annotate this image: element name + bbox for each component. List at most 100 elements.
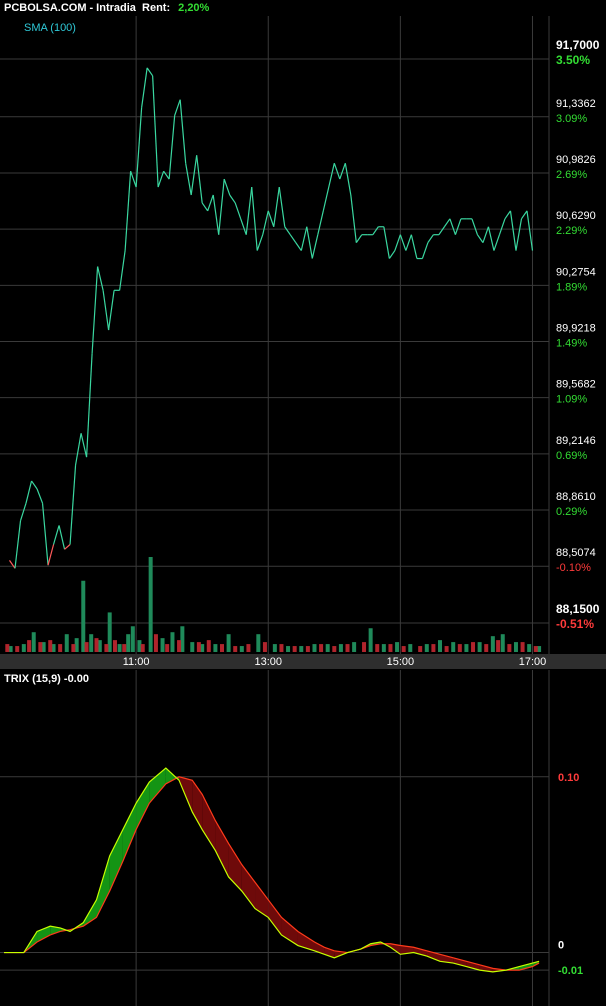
price-axis-label: 88,1500: [556, 602, 600, 616]
volume-bar-up: [97, 640, 102, 652]
price-line-segment: [339, 163, 346, 180]
price-line-segment: [317, 210, 324, 235]
volume-bar-up: [381, 644, 386, 652]
trix-fill-up: [149, 768, 166, 804]
price-line-segment: [410, 234, 418, 259]
price-axis-label: 88,8610: [556, 491, 596, 503]
price-line-segment: [119, 250, 126, 291]
price-line-segment: [234, 202, 242, 220]
price-line-segment: [509, 210, 517, 251]
price-line-segment: [85, 353, 93, 458]
price-line-segment: [344, 163, 352, 196]
trix-fill-down: [453, 957, 467, 967]
price-axis-pct: 2.29%: [556, 225, 587, 237]
volume-bar-up: [490, 636, 495, 652]
volume-bar-down: [177, 640, 182, 652]
price-line-segment: [372, 226, 379, 236]
volume-bar-up: [126, 634, 131, 652]
price-line-segment: [240, 218, 247, 235]
trix-fill-down: [324, 947, 335, 958]
volume-bar-up: [239, 646, 244, 652]
volume-bar-up: [368, 628, 373, 652]
volume-bar-up: [51, 644, 56, 652]
price-line-segment: [218, 179, 225, 235]
site-name: PCBOLSA.COM: [4, 2, 87, 14]
price-line-segment: [52, 525, 60, 545]
price-line-segment: [141, 67, 148, 108]
price-line-segment: [47, 544, 55, 566]
volume-bar-up: [424, 644, 429, 652]
time-axis-label: 17:00: [519, 656, 547, 668]
price-line-segment: [74, 433, 82, 466]
trix-signal-line: [4, 776, 540, 971]
volume-bar-up: [272, 644, 277, 652]
price-line-segment: [168, 115, 176, 180]
price-line-segment: [322, 186, 330, 212]
volume-bar-down: [38, 642, 43, 652]
price-line-segment: [163, 170, 170, 180]
price-line-segment: [31, 480, 38, 490]
price-axis-label: 89,2146: [556, 435, 596, 447]
trix-fill-down: [241, 864, 256, 909]
volume-bar-down: [262, 642, 267, 652]
trix-fill-down: [440, 954, 454, 964]
price-line-segment: [306, 226, 313, 259]
volume-bar-down: [292, 646, 297, 652]
price-line-segment: [196, 155, 203, 203]
trix-fill-up: [37, 926, 51, 942]
price-line-segment: [311, 234, 319, 259]
price-line-segment: [179, 99, 187, 164]
trix-fill-down: [426, 950, 440, 962]
price-line-segment: [405, 234, 412, 251]
volume-bar-up: [395, 642, 400, 652]
volume-bar-up: [299, 646, 304, 652]
volume-bar-down: [471, 642, 476, 652]
price-axis-pct: 0.29%: [556, 506, 587, 518]
price-line-segment: [9, 560, 16, 569]
price-line-segment: [97, 266, 104, 291]
price-line-segment: [256, 234, 264, 251]
price-line-segment: [174, 99, 181, 116]
price-line-segment: [25, 480, 33, 504]
trix-fill-down: [255, 882, 269, 918]
price-axis-label: 89,5682: [556, 379, 596, 391]
price-line-segment: [223, 178, 231, 196]
price-line-segment: [333, 163, 341, 180]
price-line-segment: [212, 194, 220, 235]
price-line-segment: [152, 75, 159, 188]
price-line-segment: [487, 226, 495, 251]
volume-bar-down: [206, 640, 211, 652]
volume-bar-down: [520, 642, 525, 652]
volume-bar-up: [130, 626, 135, 652]
price-line-segment: [135, 107, 143, 188]
volume-bar-down: [362, 642, 367, 652]
price-line-segment: [80, 433, 88, 458]
price-line-segment: [36, 488, 44, 504]
price-line-segment: [64, 544, 71, 550]
price-axis-label: 90,6290: [556, 210, 596, 222]
price-line-segment: [108, 290, 115, 331]
trix-fill-down: [268, 899, 282, 935]
price-line-segment: [207, 194, 214, 212]
trix-fill-down: [228, 843, 242, 892]
volume-bar-up: [338, 644, 343, 652]
price-axis-label: 91,3362: [556, 98, 596, 110]
price-line-segment: [201, 202, 209, 212]
volume-bar-down: [15, 646, 20, 652]
volume-bar-up: [451, 642, 456, 652]
price-line-segment: [482, 226, 490, 243]
volume-bar-up: [226, 634, 231, 652]
price-line-segment: [124, 171, 132, 251]
volume-bar-down: [444, 646, 449, 652]
volume-bar-up: [213, 644, 218, 652]
price-line-segment: [515, 218, 523, 251]
price-line-segment: [69, 465, 77, 545]
price-line-segment: [19, 503, 27, 521]
volume-bar-down: [507, 644, 512, 652]
volume-bar-down: [279, 644, 284, 652]
price-line-segment: [91, 266, 99, 354]
price-line-segment: [14, 520, 22, 569]
price-line-segment: [438, 226, 445, 236]
